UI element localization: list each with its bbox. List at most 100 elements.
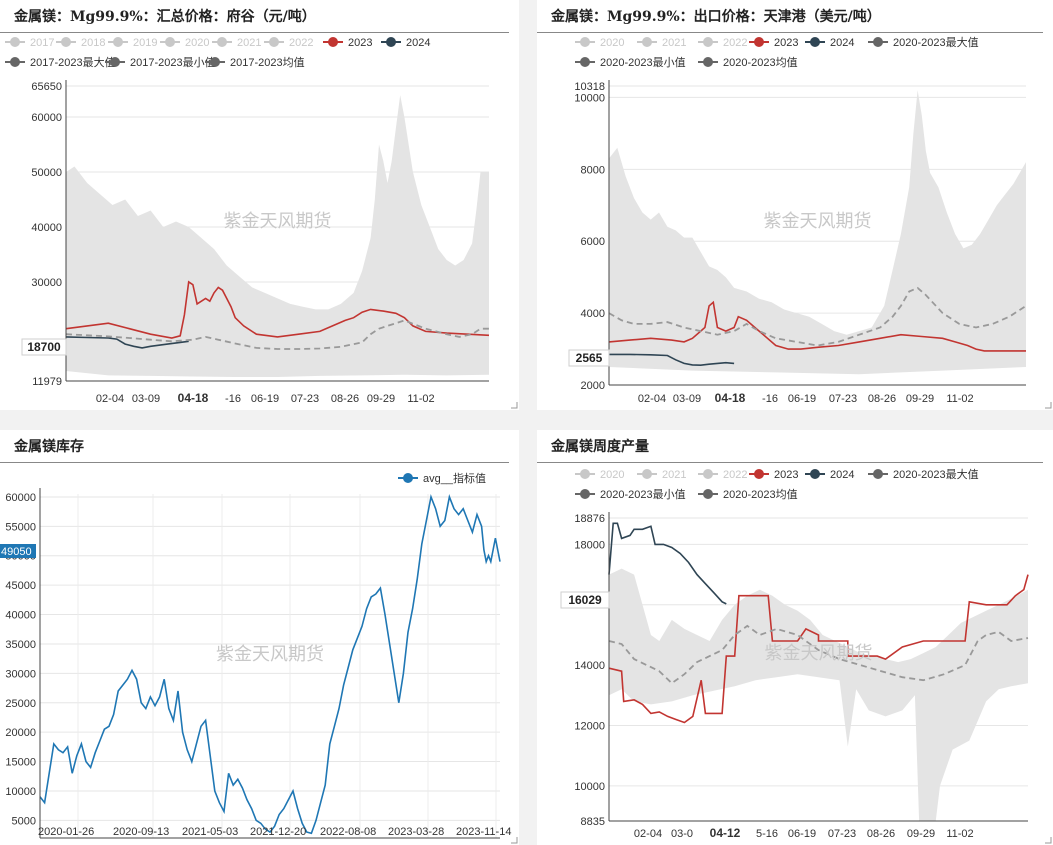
x-tick-label: -16 xyxy=(762,393,778,405)
x-tick-label: 2022-08-08 xyxy=(320,826,376,838)
legend-label: 2020 xyxy=(185,37,209,49)
legend-label: 2022 xyxy=(289,37,313,49)
legend-label: 2020 xyxy=(600,37,624,49)
watermark: 紫金天风期货 xyxy=(224,211,332,232)
legend-label: 2021 xyxy=(237,37,261,49)
legend: 2020 2021 2022 2023 2024 2020-2023最大值 2020-202… xyxy=(575,35,979,69)
legend-label: 2023 xyxy=(774,37,798,49)
x-tick-label: 02-04 xyxy=(638,393,666,405)
legend-item: 2017-2023最大值 xyxy=(5,55,116,69)
series-line xyxy=(65,280,490,339)
x-tick-label: 03-09 xyxy=(673,393,701,405)
chart-mg-weekly-output: 2020 2021 2022 2023 2024 2020-2023最大值 2020-202… xyxy=(560,467,1052,844)
legend-label: 2023 xyxy=(348,37,372,49)
legend-item: 2020-2023最小值 xyxy=(575,488,686,501)
x-tick-label: 2023-11-14 xyxy=(456,826,511,838)
x-tick-label: 07-23 xyxy=(828,828,856,840)
legend-label: 2017 xyxy=(30,37,54,49)
y-tick-label: 35000 xyxy=(5,639,36,651)
title-divider xyxy=(0,32,509,33)
title-divider xyxy=(537,462,1043,463)
legend-item: 2017-2023最小值 xyxy=(105,56,216,69)
current-value-box xyxy=(560,591,610,609)
legend-marker xyxy=(754,37,764,47)
resize-handle-icon xyxy=(511,402,518,409)
legend-marker xyxy=(113,37,123,47)
legend-marker xyxy=(403,473,413,483)
y-tick-label: 8835 xyxy=(581,816,605,828)
x-tick-label: 03-09 xyxy=(132,393,160,405)
legend-item: 2024 xyxy=(805,37,854,49)
resize-handle-icon xyxy=(1045,402,1052,409)
x-tick-label: 04-18 xyxy=(178,391,209,405)
y-tick-label: 10000 xyxy=(574,781,605,793)
series-line xyxy=(608,574,1029,724)
y-tick-label: 30000 xyxy=(31,277,62,289)
legend-marker xyxy=(703,57,713,67)
legend-item: 2017-2023均值 xyxy=(205,56,305,69)
legend-item: 2020-2023最大值 xyxy=(868,35,979,49)
y-tick-label: 20000 xyxy=(5,727,36,739)
legend-label: 2020 xyxy=(600,469,624,481)
legend-item: 2024 xyxy=(381,37,430,49)
legend-marker xyxy=(703,489,713,499)
x-tick-label: 06-19 xyxy=(788,393,816,405)
legend-item: 2020 xyxy=(575,37,624,49)
legend-label: 2024 xyxy=(830,37,854,49)
y-tick-label: 40000 xyxy=(5,610,36,622)
x-tick-label: 11-02 xyxy=(946,828,973,840)
x-tick-label: 11-02 xyxy=(407,393,434,405)
legend-marker xyxy=(580,57,590,67)
legend: 2017 2018 2019 2020 2021 2022 2023 2024 2017-202… xyxy=(5,37,430,69)
x-tick-label: 07-23 xyxy=(829,393,857,405)
legend-marker xyxy=(642,37,652,47)
legend-label: 2020-2023最小值 xyxy=(600,488,686,501)
legend-marker xyxy=(110,57,120,67)
legend-marker xyxy=(217,37,227,47)
legend-marker xyxy=(754,469,764,479)
legend-marker xyxy=(810,37,820,47)
panel-mg-weekly-output: 金属镁周度产量 2020 2021 2022 2023 2024 2020-2023最大值… xyxy=(537,430,1053,845)
chart-mg-inventory: avg__指标值 5000 10000 15000 20000 25000 30000 350… xyxy=(0,471,518,844)
series-line xyxy=(608,300,1026,352)
x-tick-label: 02-04 xyxy=(96,393,124,405)
y-tick-label: 8000 xyxy=(581,164,605,176)
x-tick-label: 2021-12-20 xyxy=(250,826,306,838)
gridlines xyxy=(40,494,500,838)
legend-label: 2019 xyxy=(133,37,157,49)
x-tick-label: 04-18 xyxy=(715,391,746,405)
legend-marker xyxy=(386,37,396,47)
series-line xyxy=(608,624,1029,685)
legend-item: 2023 xyxy=(749,37,798,49)
y-tick-label: 10000 xyxy=(5,786,36,798)
legend-label: 2021 xyxy=(662,37,686,49)
legend-item: 2022 xyxy=(264,37,313,49)
legend-item: 2021 xyxy=(637,37,686,49)
legend-label: 2017-2023均值 xyxy=(230,56,305,69)
y-tick-label: 11979 xyxy=(32,376,62,388)
legend-label: 2023 xyxy=(774,469,798,481)
legend-item: 2019 xyxy=(108,37,157,49)
y-tick-label: 12000 xyxy=(574,720,605,732)
legend-marker xyxy=(269,37,279,47)
legend-label: 2017-2023最大值 xyxy=(30,55,116,69)
x-tick-label: 08-26 xyxy=(867,828,895,840)
legend-label: avg__指标值 xyxy=(423,471,486,485)
legend: 2020 2021 2022 2023 2024 2020-2023最大值 2020-202… xyxy=(575,467,979,501)
min-max-band xyxy=(609,90,1026,375)
legend-item: 2020 xyxy=(575,469,624,481)
legend-marker xyxy=(61,37,71,47)
legend-marker xyxy=(165,37,175,47)
y-tick-label: 15000 xyxy=(5,757,36,769)
x-tick-label: 09-29 xyxy=(906,393,934,405)
legend-marker xyxy=(642,469,652,479)
series-line xyxy=(65,336,189,349)
min-max-band xyxy=(609,568,1028,821)
y-tick-label: 25000 xyxy=(5,698,36,710)
legend-marker xyxy=(580,469,590,479)
y-tick-label: 40000 xyxy=(31,222,62,234)
legend-marker xyxy=(10,57,20,67)
legend-item: 2020-2023最小值 xyxy=(575,56,686,69)
legend-item: 2023 xyxy=(749,469,798,481)
panel-mg-export-price-tianjin: 金属镁：Mg99.9%：出口价格：天津港（美元/吨） 2020 2021 2022 2… xyxy=(537,0,1053,410)
